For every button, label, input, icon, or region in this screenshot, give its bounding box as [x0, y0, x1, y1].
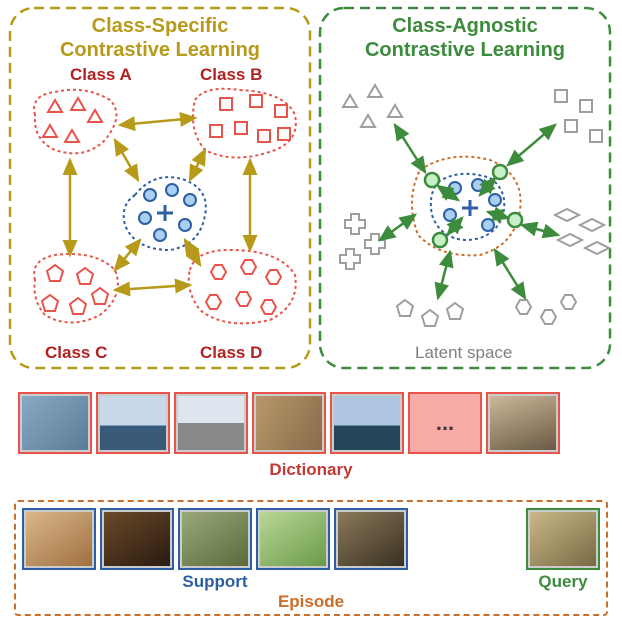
latent-space-label: Latent space	[415, 343, 512, 362]
blob-a	[34, 90, 116, 154]
plus-icon-right	[462, 200, 478, 216]
highlight-circles	[425, 165, 522, 247]
right-panel: Class-Agnostic Contrastive Learning Late…	[320, 8, 610, 368]
dict-thumb	[486, 392, 560, 454]
gray-scatter	[340, 85, 609, 326]
plus-icon	[157, 205, 173, 221]
classD-markers	[206, 260, 281, 314]
support-label: Support	[22, 572, 408, 592]
support-thumb	[256, 508, 330, 570]
query-group: Query	[526, 508, 600, 592]
label-class-b: Class B	[200, 65, 262, 84]
dict-thumb	[96, 392, 170, 454]
dict-thumb	[18, 392, 92, 454]
blob-d	[189, 250, 296, 323]
right-title-2: Contrastive Learning	[365, 39, 565, 61]
support-thumb	[334, 508, 408, 570]
label-class-c: Class C	[45, 343, 107, 362]
classB-markers	[210, 95, 290, 142]
label-class-d: Class D	[200, 343, 262, 362]
support-thumb	[100, 508, 174, 570]
classC-markers	[42, 265, 108, 314]
dict-thumb	[252, 392, 326, 454]
inner-circles	[444, 179, 501, 231]
query-thumb	[526, 508, 600, 570]
support-group: Support	[22, 508, 408, 592]
dictionary-label: Dictionary	[14, 460, 608, 480]
left-title-1: Class-Specific	[92, 15, 229, 37]
dictionary-row: ... Dictionary	[14, 388, 608, 480]
left-panel: Class-Specific Contrastive Learning Clas…	[10, 8, 310, 368]
dict-thumb	[174, 392, 248, 454]
dict-thumb	[330, 392, 404, 454]
label-class-a: Class A	[70, 65, 132, 84]
contrastive-diagram: Class-Specific Contrastive Learning Clas…	[0, 0, 622, 380]
support-thumb	[22, 508, 96, 570]
left-title-2: Contrastive Learning	[60, 39, 260, 61]
episode-box: Support Query Episode	[14, 500, 608, 616]
query-label: Query	[526, 572, 600, 592]
right-title-1: Class-Agnostic	[392, 15, 538, 37]
classA-markers	[43, 98, 102, 142]
dict-ellipsis: ...	[408, 392, 482, 454]
episode-label: Episode	[22, 592, 600, 612]
left-arrows	[70, 118, 250, 290]
support-thumb	[178, 508, 252, 570]
